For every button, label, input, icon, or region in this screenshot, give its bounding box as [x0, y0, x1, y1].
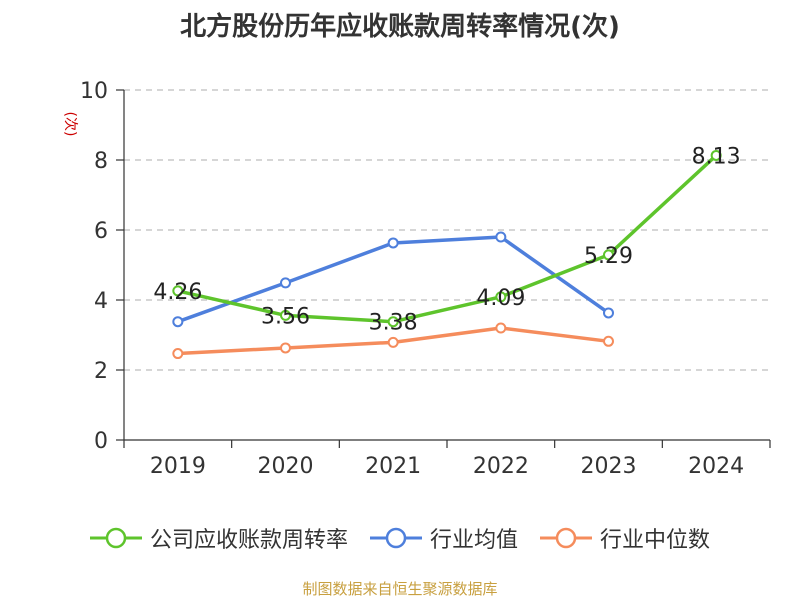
data-labels: 4.26 3.56 3.38 4.09 5.29 8.13 [153, 144, 740, 335]
legend-item[interactable]: 公司应收账款周转率 [89, 522, 348, 554]
y-tick-label: 4 [94, 289, 108, 314]
legend-item[interactable]: 行业均值 [369, 522, 518, 554]
data-point [387, 316, 399, 328]
y-tick-label: 8 [94, 149, 108, 174]
data-point [603, 335, 614, 347]
legend-swatch-marker [105, 527, 127, 549]
legend-label: 行业中位数 [600, 528, 711, 553]
legend-swatch-marker [385, 527, 407, 549]
x-tick-label: 2019 [150, 454, 206, 479]
data-point [495, 291, 507, 303]
legend-item[interactable]: 行业中位数 [540, 522, 710, 554]
data-point [280, 277, 291, 289]
data-point [495, 231, 507, 243]
y-tick-label: 10 [80, 79, 108, 104]
data-point [172, 316, 184, 328]
data-point [603, 307, 614, 319]
legend-label: 行业均值 [429, 528, 518, 553]
y-tick-label: 0 [94, 429, 108, 454]
data-point [280, 342, 291, 354]
data-point [387, 336, 399, 348]
grid-lines [124, 89, 770, 371]
data-label: 8.13 [692, 144, 741, 169]
chart-title: 北方股份历年应收账款周转率情况(次) [180, 12, 620, 42]
y-tick-label: 6 [94, 219, 108, 244]
source-note: 制图数据来自恒生聚源数据库 [302, 580, 498, 598]
x-tick-label: 2023 [581, 454, 637, 479]
legend-swatch [89, 527, 142, 549]
data-label: 4.26 [153, 280, 202, 305]
legend-swatch-marker [555, 527, 577, 549]
data-point [172, 348, 184, 360]
series-line [177, 154, 718, 324]
data-point [710, 149, 722, 161]
x-tick-label: 2021 [365, 454, 421, 479]
y-axis-label: (次) [62, 112, 78, 137]
x-tick-label: 2022 [473, 454, 529, 479]
x-tick-label: 2020 [258, 454, 314, 479]
data-label: 4.09 [476, 286, 525, 311]
y-tick-label: 2 [94, 359, 108, 384]
legend-swatch [369, 527, 422, 549]
data-label: 3.56 [261, 304, 310, 329]
data-label: 5.29 [584, 244, 633, 269]
data-point [495, 322, 507, 334]
data-label: 3.38 [369, 311, 418, 336]
data-point [387, 237, 399, 249]
data-point [603, 249, 614, 261]
axes: 0 2 4 6 8 10(次) 2019 2020 2021 2022 2023 2024 [62, 79, 771, 479]
data-point [280, 309, 291, 321]
legend-label: 公司应收账款周转率 [149, 528, 348, 553]
legend-swatch [540, 527, 592, 549]
data-point [172, 285, 184, 297]
legend: 公司应收账款周转率 行业均值 行业中位数 [0, 518, 800, 558]
series-lines [172, 149, 722, 360]
x-tick-label: 2024 [688, 454, 744, 479]
